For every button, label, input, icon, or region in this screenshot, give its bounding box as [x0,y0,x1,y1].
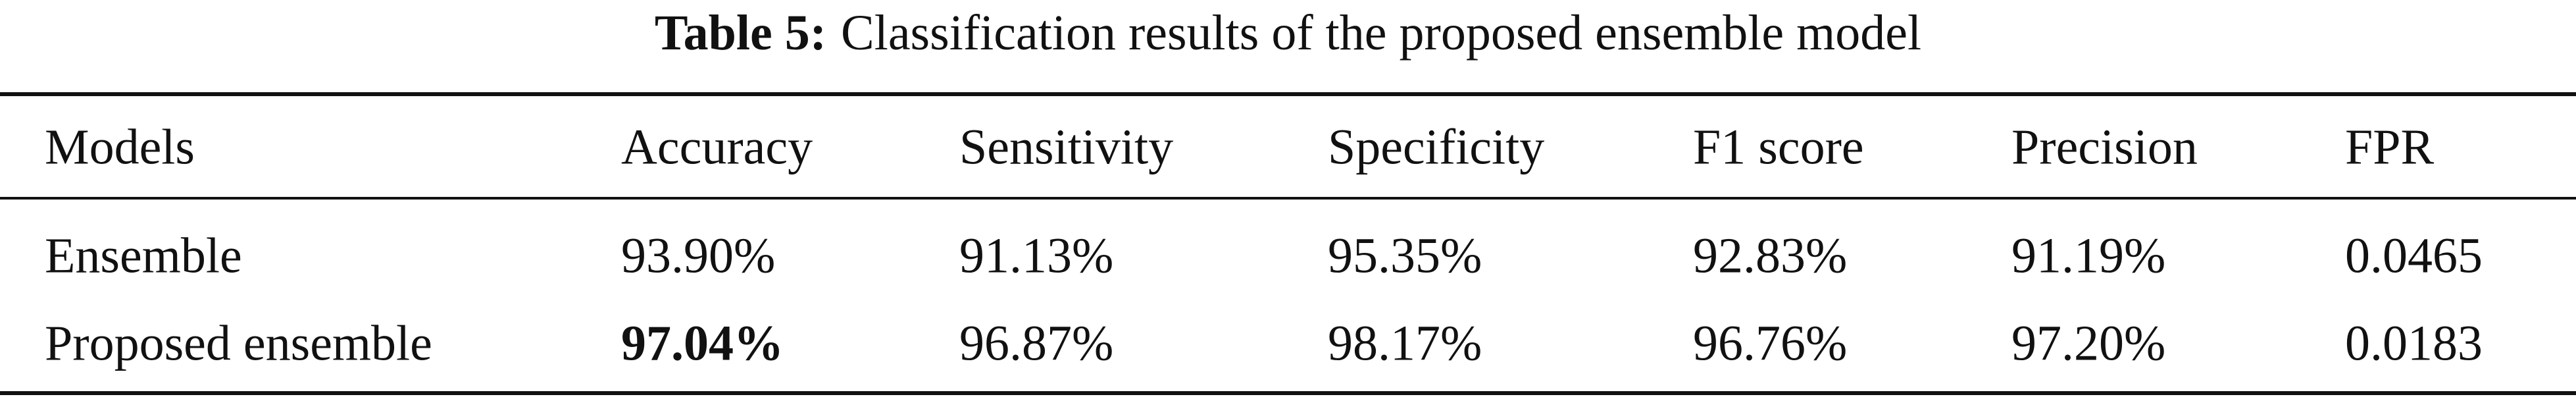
table-cell: 92.83% [1693,228,1848,284]
bottom-rule [0,391,2576,395]
table-cell: 96.76% [1693,315,1848,371]
header-cell: FPR [2345,119,2435,175]
table-cell: 91.19% [2011,228,2166,284]
table-cell: 0.0465 [2345,228,2483,284]
table-cell: 95.35% [1328,228,1482,284]
table-cell: Ensemble [45,228,242,284]
table-cell: 98.17% [1328,315,1482,371]
table-cell: 96.87% [959,315,1114,371]
header-cell: Sensitivity [959,119,1174,175]
header-cell: Models [45,119,195,175]
table-cell: 0.0183 [2345,315,2483,371]
table-cell: 91.13% [959,228,1114,284]
table-cell: Proposed ensemble [45,315,432,371]
mid-rule [0,197,2576,200]
table-cell: 93.90% [621,228,776,284]
table-caption: Table 5: Classification results of the p… [0,0,2576,66]
caption-label: Table 5: [654,5,827,61]
header-cell: F1 score [1693,119,1864,175]
caption-text: Classification results of the proposed e… [841,5,1922,61]
top-rule [0,92,2576,96]
header-cell: Precision [2011,119,2198,175]
table-cell: 97.04% [621,315,784,371]
header-cell: Specificity [1328,119,1545,175]
table-cell: 97.20% [2011,315,2166,371]
header-cell: Accuracy [621,119,813,175]
